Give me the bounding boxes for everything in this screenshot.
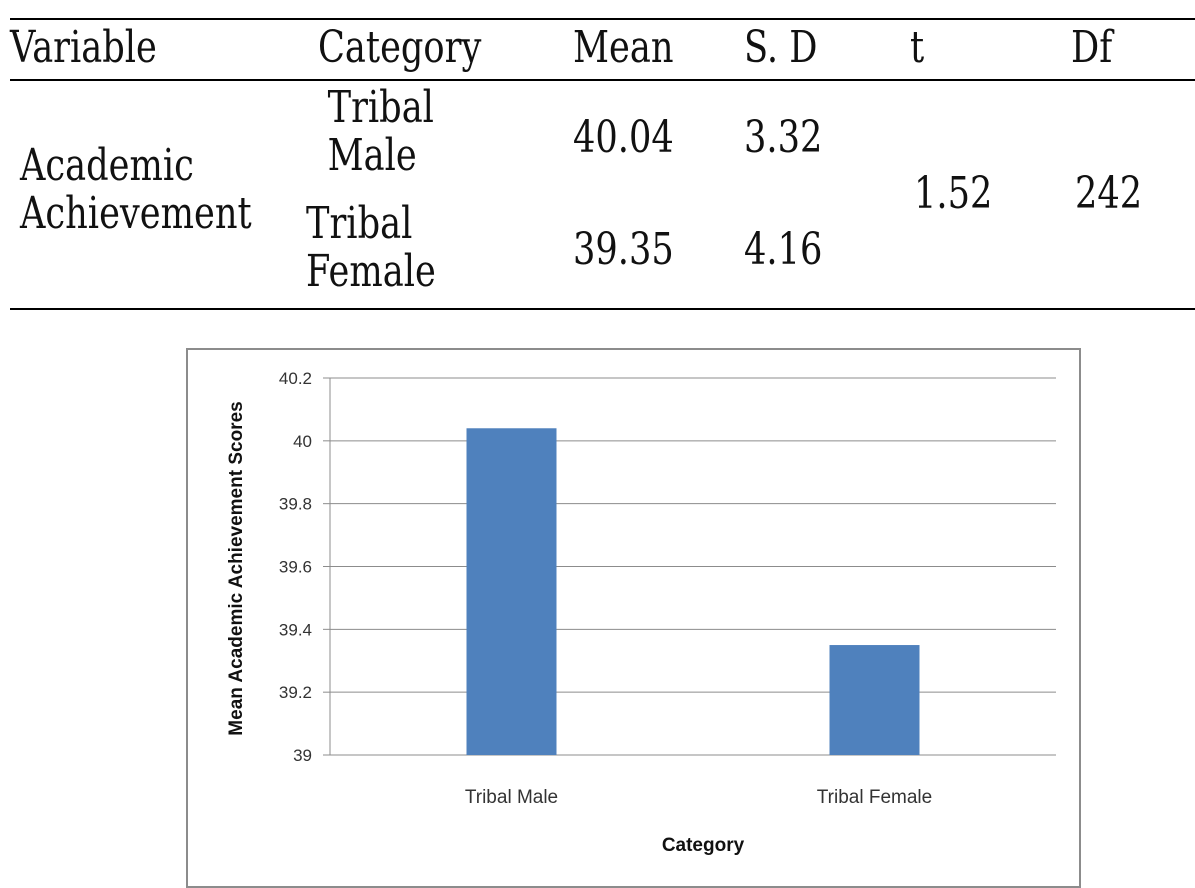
- bar: [466, 428, 557, 755]
- table-header-rule: [10, 79, 1195, 81]
- chart-plot: 39 39.2 39.4 39.6 39.8 40 40.2 Tribal Male Triba…: [226, 369, 1056, 856]
- y-axis-label: Mean Academic Achievement Scores: [226, 401, 247, 735]
- row-1-category: Tribal Male: [327, 82, 434, 182]
- row-1-mean: 40.04: [573, 112, 674, 163]
- header-category: Category: [318, 22, 482, 73]
- header-t: t: [910, 22, 925, 73]
- row-2-sd: 4.16: [744, 224, 823, 275]
- x-tick-label: Tribal Female: [817, 787, 932, 808]
- x-axis-label: Category: [662, 835, 745, 856]
- bar: [829, 645, 920, 755]
- y-tick-label: 39.4: [279, 620, 312, 639]
- header-variable: Variable: [10, 22, 157, 73]
- table-bottom-rule: [10, 308, 1195, 310]
- table-top-rule: [10, 18, 1195, 20]
- df-value: 242: [1075, 168, 1143, 219]
- bar-chart: 39 39.2 39.4 39.6 39.8 40 40.2 Tribal Male Triba…: [186, 348, 1081, 888]
- header-df: Df: [1071, 22, 1113, 73]
- row-2-category: Tribal Female: [306, 198, 436, 298]
- y-tick-label: 39.6: [279, 558, 312, 577]
- statistics-table: Variable Category Mean S. D t Df Academi…: [10, 18, 1195, 310]
- y-tick-label: 39: [293, 746, 312, 765]
- y-tick-label: 39.8: [279, 495, 312, 514]
- y-tick-label: 40.2: [279, 369, 312, 388]
- x-tick-label: Tribal Male: [465, 787, 558, 808]
- variable-label: Academic Achievement: [20, 140, 252, 240]
- row-2-mean: 39.35: [573, 224, 674, 275]
- header-sd: S. D: [744, 22, 818, 73]
- header-mean: Mean: [573, 22, 674, 73]
- y-tick-label: 40: [293, 432, 312, 451]
- t-value: 1.52: [914, 168, 993, 219]
- row-1-sd: 3.32: [744, 112, 823, 163]
- y-tick-label: 39.2: [279, 683, 312, 702]
